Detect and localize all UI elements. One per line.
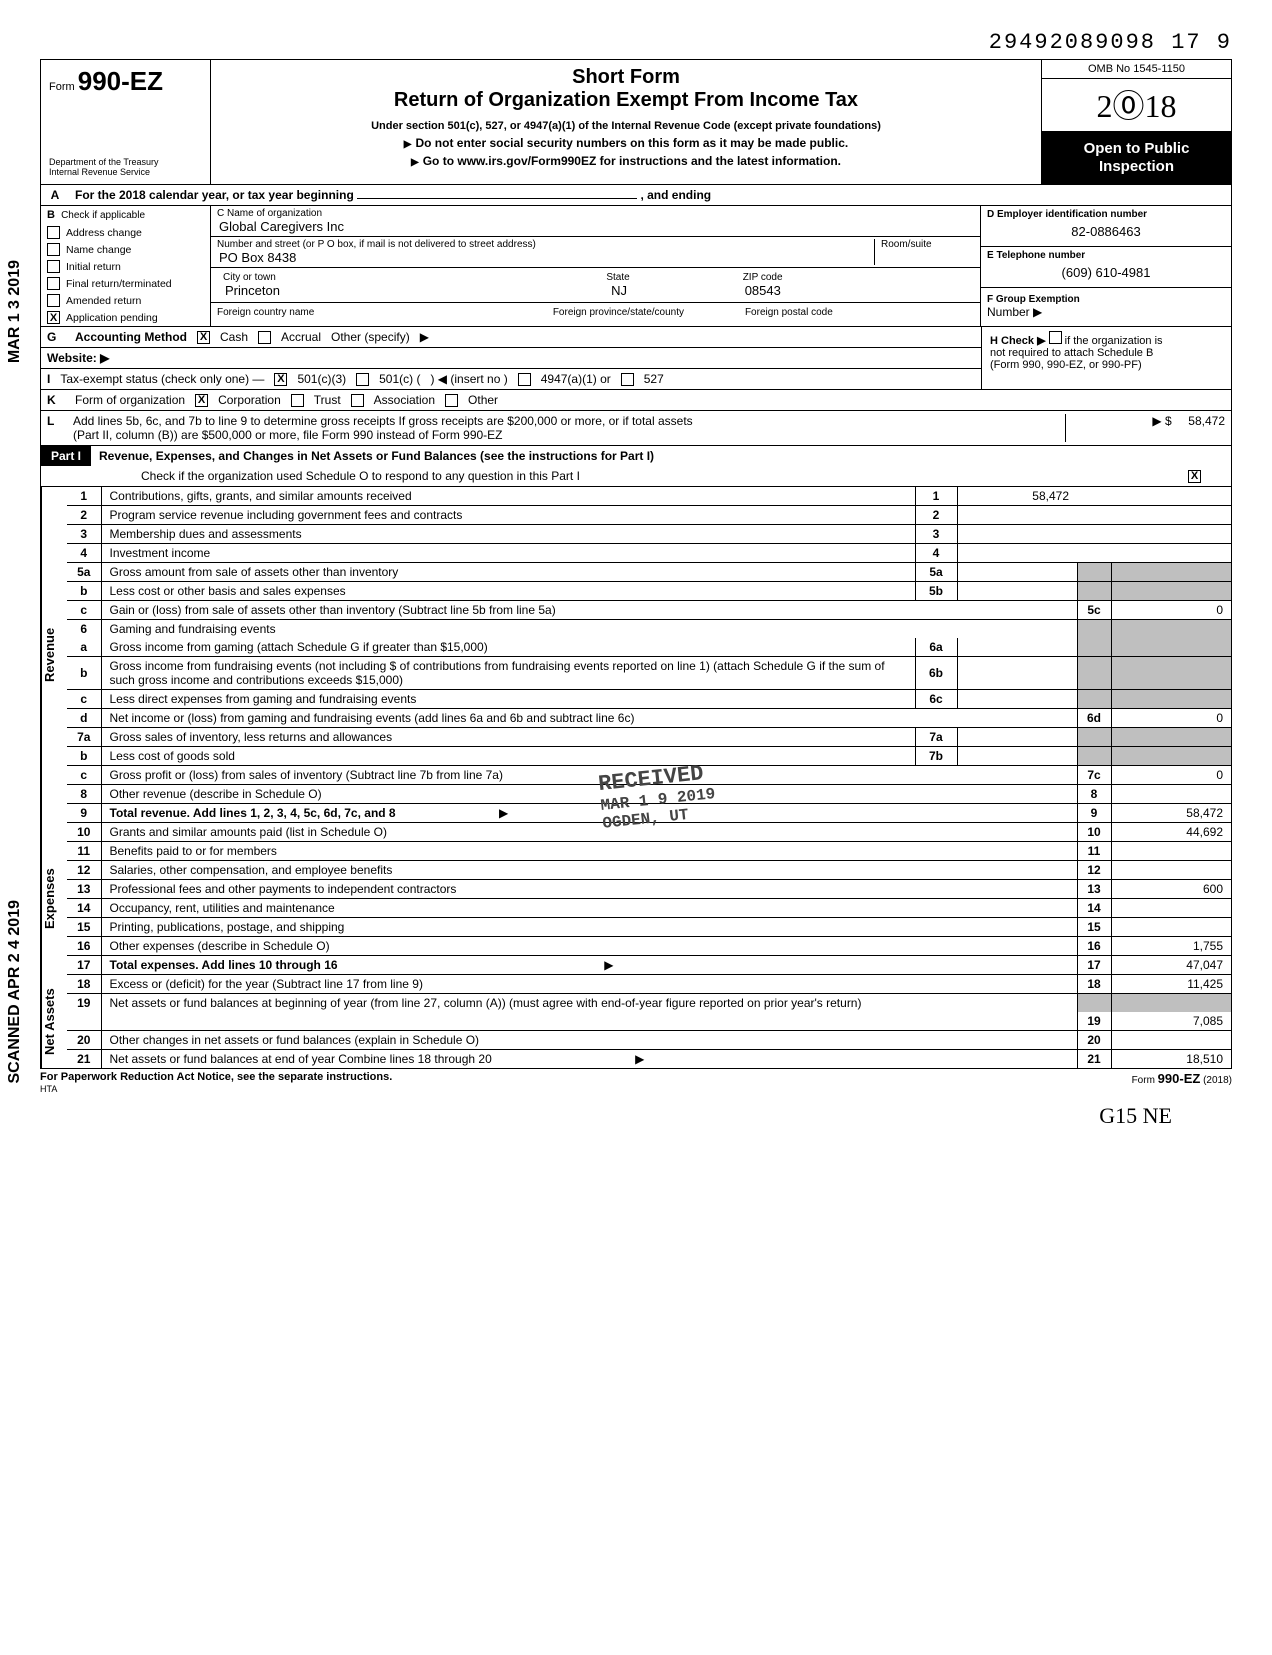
row-g-letter: G [47,330,65,344]
cash-label: Cash [220,330,248,344]
addr-value: PO Box 8438 [217,250,874,265]
form-of-org-label: Form of organization [75,393,185,407]
zip-value: 08543 [743,283,968,298]
city-label: City or town [223,272,493,283]
form-footer-right: Form 990-EZ (2018) [1132,1071,1232,1095]
row-a: A For the 2018 calendar year, or tax yea… [40,184,1232,205]
chk-trust[interactable] [291,394,304,407]
h-check-label: H Check ▶ if the organization is [990,331,1223,347]
form-number: Form 990-EZ [49,66,202,97]
accounting-method-label: Accounting Method [75,330,187,344]
margin-scanned-stamp: SCANNED APR 2 4 2019 [6,900,24,1083]
chk-other-org[interactable] [445,394,458,407]
city-value: Princeton [223,283,493,298]
block-b-to-f: B Check if applicable Address change Nam… [40,205,1232,326]
corp-label: Corporation [218,393,281,407]
chk-accrual[interactable] [258,331,271,344]
omb-number: OMB No 1545-1150 [1042,60,1231,79]
addr-label: Number and street (or P O box, if mail i… [217,239,874,250]
chk-501c[interactable] [356,373,369,386]
part1-check-text: Check if the organization used Schedule … [141,469,580,483]
h-form-refs: (Form 990, 990-EZ, or 990-PF) [990,359,1223,371]
chk-501c3[interactable]: X [274,373,287,386]
handwritten-note: G15 NE [40,1103,1232,1129]
group-exemption-number-label: Number ▶ [987,305,1042,319]
501c-label: 501(c) ( [379,372,420,386]
chk-cash[interactable]: X [197,331,210,344]
line-l-text1: Add lines 5b, 6c, and 7b to line 9 to de… [73,414,1057,428]
part1-title: Revenue, Expenses, and Changes in Net As… [91,446,1231,466]
revenue-table: 1Contributions, gifts, grants, and simil… [67,487,1231,823]
chk-app-pending[interactable]: XApplication pending [41,309,210,326]
under-section: Under section 501(c), 527, or 4947(a)(1)… [219,120,1033,132]
other-specify-label: Other (specify) [331,330,410,344]
paperwork-notice: For Paperwork Reduction Act Notice, see … [40,1071,392,1083]
l-amount: 58,472 [1188,414,1225,428]
ssn-warning: Do not enter social security numbers on … [219,136,1033,150]
chk-address-change[interactable]: Address change [41,224,210,241]
state-label: State [505,272,730,283]
chk-schedule-b[interactable] [1049,331,1062,344]
open-to-public: Open to Public Inspection [1042,132,1231,184]
tax-exempt-label: Tax-exempt status (check only one) — [60,372,264,386]
phone-value: (609) 610-4981 [987,261,1225,284]
ein-label: D Employer identification number [987,209,1225,220]
527-label: 527 [644,372,664,386]
trust-label: Trust [314,393,341,407]
net-assets-side-label: Net Assets [41,975,67,1068]
foreign-postal-label: Foreign postal code [745,307,974,318]
form-header: Form 990-EZ Department of the Treasury I… [40,59,1232,184]
zip-label: ZIP code [743,272,968,283]
other-org-label: Other [468,393,498,407]
short-form-label: Short Form [219,66,1033,89]
main-title: Return of Organization Exempt From Incom… [219,89,1033,112]
margin-mar-stamp: MAR 1 3 2019 [6,260,24,363]
foreign-prov-label: Foreign province/state/county [504,307,733,318]
expenses-table: 10Grants and similar amounts paid (list … [67,823,1231,975]
expenses-side-label: Expenses [41,823,67,975]
revenue-side-label: Revenue [41,487,67,823]
top-document-number: 29492089098 17 9 [40,30,1232,55]
chk-association[interactable] [351,394,364,407]
chk-schedule-o[interactable]: X [1188,470,1201,483]
chk-corporation[interactable]: X [195,394,208,407]
ein-value: 82-0886463 [987,220,1225,243]
chk-name-change[interactable]: Name change [41,241,210,258]
website-label: Website: ▶ [47,351,109,365]
net-assets-table: 18Excess or (deficit) for the year (Subt… [67,975,1231,1068]
org-name-label: C Name of organization [217,208,974,219]
insert-no-label: ) ◀ (insert no ) [430,372,507,386]
chk-amended[interactable]: Amended return [41,292,210,309]
part1-label: Part I [41,446,91,466]
state-value: NJ [505,283,730,298]
tax-year: 2⓪18 [1042,79,1231,132]
assoc-label: Association [374,393,435,407]
chk-4947[interactable] [518,373,531,386]
chk-527[interactable] [621,373,634,386]
foreign-country-label: Foreign country name [217,307,492,318]
line-l-text2: (Part II, column (B)) are $500,000 or mo… [73,428,1057,442]
accrual-label: Accrual [281,330,321,344]
hta-label: HTA [40,1084,57,1094]
l-arrow: ▶ $ [1152,414,1171,428]
irs-url: Go to www.irs.gov/Form990EZ for instruct… [219,154,1033,168]
h-not-required: not required to attach Schedule B [990,347,1223,359]
room-label: Room/suite [881,239,974,250]
chk-final-return[interactable]: Final return/terminated [41,275,210,292]
dept-treasury: Department of the Treasury Internal Reve… [49,158,202,178]
chk-initial-return[interactable]: Initial return [41,258,210,275]
org-name-value: Global Caregivers Inc [217,219,974,234]
phone-label: E Telephone number [987,250,1225,261]
501c3-label: 501(c)(3) [297,372,346,386]
4947-label: 4947(a)(1) or [541,372,611,386]
group-exemption-label: F Group Exemption [987,294,1080,305]
